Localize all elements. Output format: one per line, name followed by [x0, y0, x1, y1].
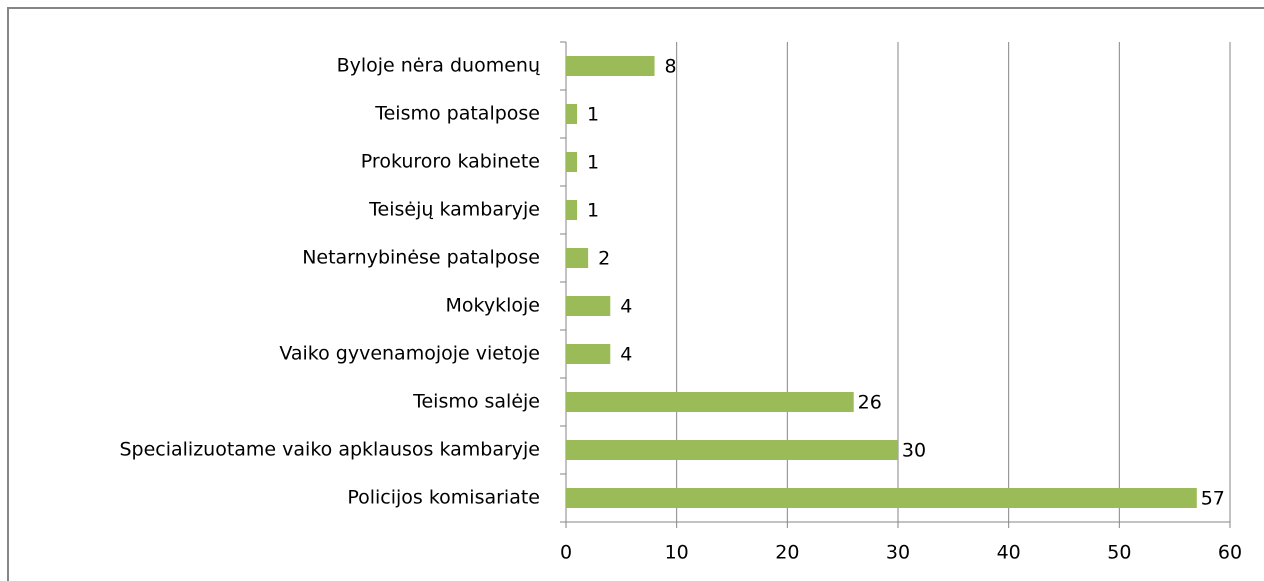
x-tick-label: 60	[1218, 542, 1242, 564]
data-label: 26	[858, 392, 882, 414]
x-tick-label: 10	[665, 542, 689, 564]
x-tick-label: 20	[775, 542, 799, 564]
bar	[566, 344, 611, 364]
y-tick-label: Mokykloje	[446, 295, 540, 317]
data-label: 57	[1201, 488, 1225, 510]
y-tick-label: Netarnybinėse patalpose	[302, 247, 540, 269]
x-tick-label: 0	[560, 542, 572, 564]
y-tick-label: Prokuroro kabinete	[361, 151, 540, 173]
bar	[566, 296, 611, 316]
y-tick-label: Vaiko gyvenamojoje vietoje	[279, 343, 540, 365]
data-label: 4	[620, 344, 632, 366]
x-tick-label: 40	[997, 542, 1021, 564]
bar	[566, 488, 1197, 508]
data-label: 1	[587, 104, 599, 126]
y-tick-label: Teismo patalpose	[374, 103, 540, 125]
y-tick-label: Byloje nėra duomenų	[337, 55, 540, 77]
data-label: 8	[664, 56, 676, 78]
x-tick-label: 50	[1107, 542, 1131, 564]
data-label: 4	[620, 296, 632, 318]
bar	[566, 152, 578, 172]
chart-frame	[7, 7, 1264, 581]
bar	[566, 104, 578, 124]
y-tick-label: Teisėjų kambaryje	[368, 199, 540, 221]
bar	[566, 248, 589, 268]
y-tick-label: Policijos komisariate	[347, 487, 540, 509]
bar	[566, 56, 655, 76]
y-tick-label: Teismo salėje	[412, 391, 540, 413]
data-label: 1	[587, 152, 599, 174]
y-tick-label: Specializuotame vaiko apklausos kambaryj…	[119, 439, 540, 461]
data-label: 30	[902, 440, 926, 462]
data-label: 2	[598, 248, 610, 270]
bar	[566, 440, 898, 460]
x-tick-label: 30	[886, 542, 910, 564]
data-label: 1	[587, 200, 599, 222]
bar	[566, 392, 854, 412]
bar	[566, 200, 578, 220]
